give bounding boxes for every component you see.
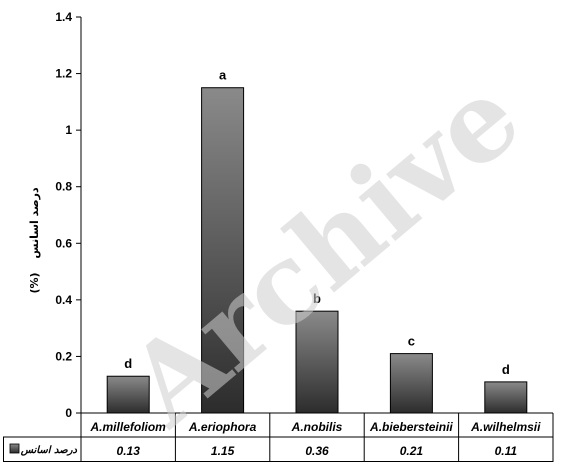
table-value-cell: 0.36	[305, 444, 329, 458]
y-tick-label: 0.4	[55, 293, 72, 307]
y-axis-title-text: درصد اسانس	[28, 187, 41, 259]
significance-label: a	[219, 68, 227, 83]
significance-label: d	[124, 356, 132, 371]
table-value-cell: 0.11	[495, 444, 518, 458]
table-value-cell: 0.13	[117, 444, 141, 458]
y-tick-label: 1.2	[55, 67, 72, 81]
y-tick-label: 0.6	[55, 236, 72, 250]
x-category-label: A.nobilis	[291, 420, 343, 434]
plot-area: 0 0.2 0.4 0.6 0.8 1 1.2 1.4 درصد اسانس d A.millefo…	[3, 10, 554, 462]
x-category-label: A.wilhelmsii	[470, 420, 541, 434]
y-tick-label: 1.4	[55, 10, 72, 24]
y-axis-title: (%)	[28, 272, 41, 293]
significance-label: b	[313, 291, 321, 306]
bar	[106, 375, 150, 414]
x-category-label: A.eriophora	[188, 420, 257, 434]
legend-swatch	[9, 443, 20, 454]
bar	[295, 310, 339, 414]
bar	[389, 353, 433, 414]
significance-label: d	[502, 362, 510, 377]
table-value-cell: 1.15	[211, 444, 235, 458]
y-tick-label: 0.2	[55, 349, 72, 363]
bar	[484, 381, 528, 414]
bar	[201, 87, 245, 414]
y-tick-label: 0.8	[55, 180, 72, 194]
table-value-cell: 0.21	[400, 444, 424, 458]
y-tick-label: 0	[65, 406, 72, 420]
significance-label: c	[408, 334, 415, 349]
y-tick-label: 1	[65, 123, 72, 137]
x-category-label: A.millefoliom	[90, 420, 167, 434]
legend-label: درصد اسانس	[20, 445, 78, 456]
x-category-label: A.biebersteinii	[369, 420, 453, 434]
